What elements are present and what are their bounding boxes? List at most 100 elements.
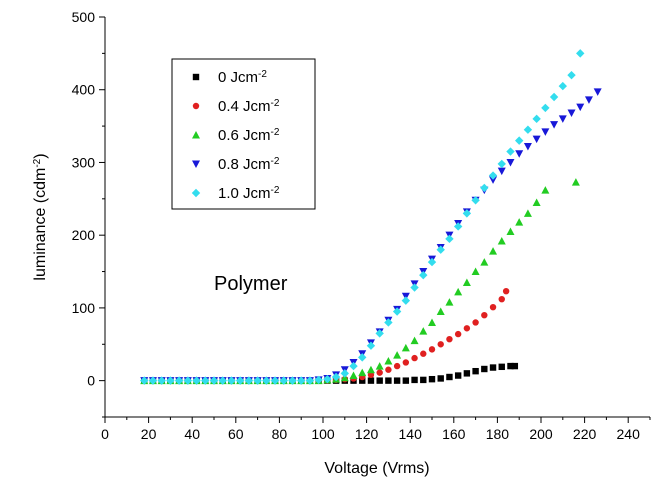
data-point [358, 368, 367, 377]
data-point [349, 361, 358, 371]
y-axis-title-sup: -2 [32, 158, 43, 167]
data-point [558, 81, 567, 91]
data-point [515, 150, 524, 158]
data-point [419, 327, 428, 335]
legend-label-main: 0 Jcm [218, 69, 258, 86]
data-point [567, 70, 576, 80]
data-point [148, 376, 158, 385]
data-point [367, 377, 375, 384]
data-point [497, 237, 506, 245]
data-point [558, 115, 567, 123]
y-tick-label: 200 [72, 227, 96, 243]
data-point [446, 335, 453, 343]
data-point [279, 376, 288, 385]
data-point [411, 376, 418, 384]
data-point [427, 257, 437, 267]
data-point [454, 330, 462, 338]
legend-label: 0.8 Jcm-2 [218, 156, 280, 174]
y-tick-label: 100 [72, 300, 96, 316]
data-point [498, 295, 505, 303]
y-tick-label: 400 [72, 82, 96, 98]
data-point [550, 121, 559, 129]
data-point [472, 367, 479, 375]
data-point [567, 109, 576, 117]
legend: 0 Jcm-20.4 Jcm-20.6 Jcm-20.8 Jcm-21.0 Jc… [171, 58, 316, 210]
legend-marker [192, 102, 200, 110]
legend-label-sup: -2 [271, 156, 280, 167]
data-point [515, 136, 524, 145]
data-point [515, 218, 524, 226]
data-point [511, 362, 519, 370]
data-point [201, 376, 210, 385]
data-point [489, 176, 498, 184]
data-point [541, 103, 550, 113]
series-2 [141, 287, 510, 384]
y-axis-title: luminance (cdm-2) [32, 153, 50, 280]
data-point [385, 377, 392, 384]
data-point [532, 198, 541, 206]
data-point [428, 318, 436, 326]
data-point [166, 376, 175, 385]
data-point [385, 366, 392, 373]
x-tick-label: 0 [101, 426, 109, 442]
data-point [410, 336, 419, 345]
data-point [462, 209, 472, 218]
data-point [410, 283, 419, 292]
data-point [506, 158, 515, 167]
data-point [453, 222, 463, 231]
x-tick-label: 220 [573, 426, 597, 442]
legend-marker [192, 131, 200, 139]
data-point [471, 196, 480, 205]
data-point [314, 375, 323, 385]
data-point [480, 258, 489, 266]
data-point [323, 374, 332, 384]
data-point [497, 159, 506, 169]
data-point [532, 114, 541, 124]
legend-marker [192, 73, 200, 81]
data-point [140, 376, 149, 385]
data-point [489, 303, 497, 311]
x-tick-label: 100 [311, 426, 335, 442]
legend-label: 0.6 Jcm-2 [218, 127, 280, 145]
data-point [358, 353, 367, 362]
data-point [401, 296, 411, 305]
data-point [420, 376, 427, 384]
x-tick-label: 140 [399, 426, 423, 442]
data-point [384, 357, 393, 365]
data-point [157, 376, 166, 385]
data-point [393, 377, 401, 384]
x-tick-label: 60 [228, 426, 244, 442]
data-point [305, 376, 315, 385]
x-tick-label: 80 [272, 426, 288, 442]
data-point [349, 371, 358, 380]
data-point [419, 270, 428, 280]
polymer-annotation: Polymer [214, 273, 288, 295]
data-point [270, 376, 280, 385]
data-point [209, 376, 219, 385]
data-point [506, 227, 515, 236]
legend-label: 0.4 Jcm-2 [218, 98, 280, 116]
data-point [481, 311, 488, 319]
legend-label: 1.0 Jcm-2 [218, 185, 280, 203]
data-point [262, 376, 271, 385]
y-tick-label: 300 [72, 154, 96, 170]
legend-label-sup: -2 [258, 69, 267, 80]
legend-label-sup: -2 [271, 127, 280, 138]
data-point [428, 346, 436, 353]
data-point [235, 376, 245, 385]
legend-label-main: 0.8 Jcm [218, 156, 271, 173]
data-point [445, 234, 454, 244]
data-point [576, 103, 585, 112]
legend-label-main: 1.0 Jcm [218, 185, 271, 202]
data-point [174, 376, 184, 385]
data-point [192, 376, 201, 385]
y-axis-title-end: ) [32, 153, 49, 158]
data-point [584, 96, 593, 104]
legend-marker [192, 160, 200, 168]
data-point [463, 325, 471, 332]
data-point [437, 375, 444, 382]
data-point [523, 142, 532, 151]
legend-label-main: 0.4 Jcm [218, 98, 271, 115]
data-point [366, 365, 375, 374]
